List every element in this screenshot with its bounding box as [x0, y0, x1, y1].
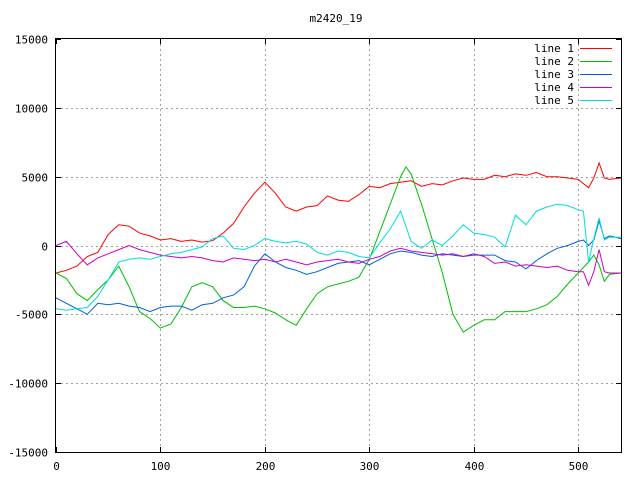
y-tick-label: -10000: [8, 378, 48, 391]
x-tick-label: 500: [569, 460, 589, 473]
legend-label-5: line 5: [534, 94, 574, 107]
series-group: [55, 161, 622, 333]
y-tick-label: 10000: [15, 103, 48, 116]
series-line-2: [55, 166, 622, 333]
x-tick-label: 0: [53, 460, 60, 473]
legend-label-4: line 4: [534, 81, 574, 94]
legend-label-1: line 1: [534, 42, 574, 55]
x-tick-label: 300: [360, 460, 380, 473]
legend-label-3: line 3: [534, 68, 574, 81]
x-tick-label: 200: [256, 460, 276, 473]
series-line-3: [55, 218, 622, 315]
y-tick-label: 15000: [15, 34, 48, 47]
x-tick-label: 400: [465, 460, 485, 473]
y-tick-label: 0: [41, 241, 48, 254]
y-tick-label: -15000: [8, 447, 48, 460]
series-line-4: [55, 240, 621, 287]
y-axis: -15000 -10000 -5000 0 5000 10000 15000: [8, 34, 621, 460]
legend-label-2: line 2: [534, 55, 574, 68]
y-tick-label: -5000: [15, 309, 48, 322]
series-line-1: [55, 161, 622, 274]
x-tick-label: 100: [151, 460, 171, 473]
x-axis: 0 100 200 300 400 500: [53, 39, 588, 473]
plot-frame: [55, 38, 622, 453]
chart-title: m2420_19: [310, 12, 363, 25]
grid: [56, 39, 621, 452]
y-tick-label: 5000: [22, 172, 49, 185]
series-line-5: [55, 203, 621, 311]
